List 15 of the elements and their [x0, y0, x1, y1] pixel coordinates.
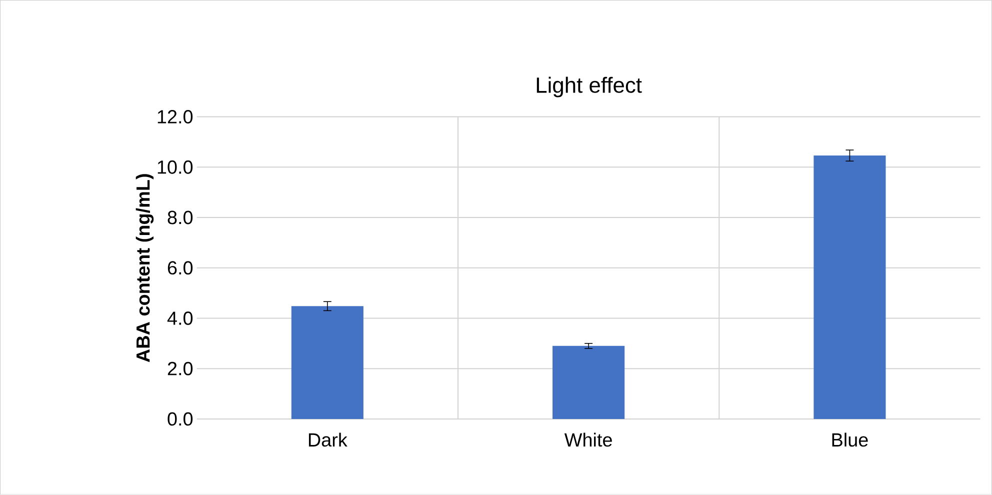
x-tick-label: White: [564, 432, 612, 447]
bar: [291, 306, 364, 420]
chart-title: Light effect: [536, 76, 642, 98]
bar: [814, 156, 886, 420]
x-tick-label: Blue: [832, 432, 868, 447]
bar: [552, 346, 625, 420]
y-tick-label: 0.0: [168, 412, 193, 426]
y-tick-label: 2.0: [168, 362, 193, 376]
x-tick-label: Dark: [308, 432, 348, 447]
y-tick-label: 8.0: [168, 210, 193, 224]
y-tick-label: 12.0: [158, 110, 193, 124]
y-tick-label: 6.0: [168, 261, 193, 275]
y-tick-label: 10.0: [158, 160, 193, 174]
y-tick-label: 4.0: [167, 312, 193, 326]
y-axis-title: ABA content (ng/mL): [136, 174, 154, 362]
